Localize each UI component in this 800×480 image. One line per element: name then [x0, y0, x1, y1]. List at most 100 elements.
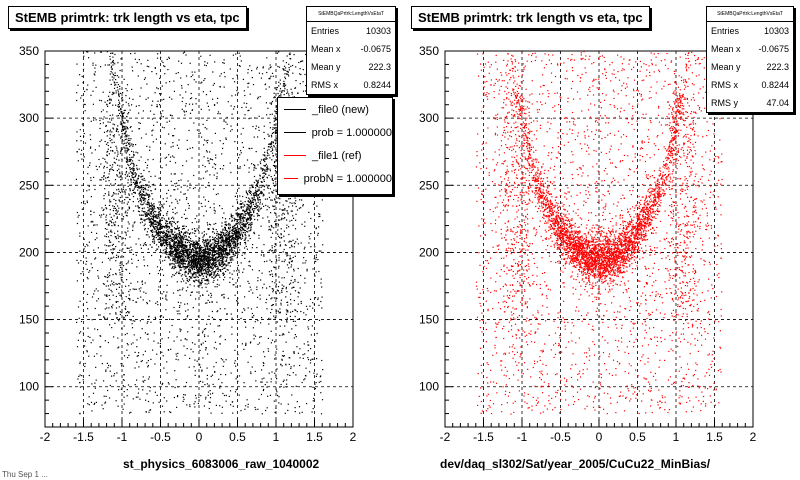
- scatter-point: [117, 62, 119, 64]
- scatter-point: [225, 394, 227, 396]
- scatter-point: [86, 190, 88, 192]
- scatter-point: [130, 246, 132, 248]
- scatter-point: [165, 239, 168, 241]
- scatter-point: [208, 263, 210, 265]
- scatter-point: [286, 89, 288, 91]
- scatter-point: [239, 235, 242, 237]
- scatter-point: [263, 186, 266, 188]
- scatter-point: [87, 84, 89, 86]
- scatter-point: [226, 116, 228, 119]
- scatter-point: [206, 290, 208, 292]
- scatter-point: [165, 164, 167, 166]
- scatter-point: [158, 237, 160, 239]
- scatter-point: [230, 258, 232, 260]
- scatter-point: [249, 198, 251, 200]
- scatter-point: [141, 280, 143, 282]
- scatter-point: [279, 386, 281, 388]
- scatter-point: [203, 234, 205, 236]
- scatter-point: [158, 207, 160, 209]
- scatter-point: [215, 154, 217, 156]
- scatter-point: [126, 389, 128, 391]
- scatter-point: [137, 392, 139, 394]
- scatter-point: [184, 248, 187, 250]
- scatter-point: [109, 98, 111, 100]
- scatter-point: [120, 109, 122, 111]
- scatter-point: [179, 305, 181, 307]
- scatter-point: [197, 266, 199, 268]
- scatter-point: [156, 121, 158, 123]
- scatter-point: [110, 67, 112, 69]
- scatter-point: [255, 202, 257, 204]
- scatter-point: [100, 163, 102, 165]
- scatter-point: [246, 248, 248, 250]
- scatter-point: [260, 181, 262, 183]
- scatter-point: [216, 274, 218, 276]
- scatter-point: [315, 260, 317, 263]
- scatter-point: [162, 110, 164, 112]
- scatter-point: [196, 279, 198, 281]
- scatter-point: [189, 147, 191, 149]
- scatter-point: [189, 98, 192, 100]
- scatter-point: [156, 353, 158, 355]
- scatter-point: [137, 178, 139, 180]
- scatter-point: [255, 187, 257, 189]
- scatter-point: [198, 284, 200, 286]
- scatter-point: [194, 277, 196, 279]
- scatter-point: [266, 287, 268, 289]
- scatter-point: [90, 214, 92, 216]
- scatter-point: [139, 187, 141, 189]
- scatter-point: [238, 271, 240, 273]
- scatter-point: [261, 378, 263, 380]
- scatter-point: [195, 298, 197, 300]
- scatter-point: [206, 323, 208, 325]
- scatter-point: [168, 226, 171, 228]
- scatter-point: [262, 168, 264, 171]
- scatter-point: [299, 73, 301, 75]
- scatter-point: [189, 284, 191, 286]
- scatter-point: [158, 212, 160, 214]
- scatter-point: [213, 251, 216, 253]
- scatter-point: [305, 314, 307, 316]
- scatter-point: [286, 379, 288, 381]
- scatter-point: [235, 233, 237, 235]
- scatter-point: [258, 208, 260, 210]
- scatter-point: [294, 228, 297, 230]
- scatter-point: [231, 238, 233, 240]
- scatter-point: [257, 201, 259, 203]
- scatter-point: [245, 192, 248, 194]
- scatter-point: [203, 242, 205, 244]
- scatter-point: [203, 257, 205, 259]
- scatter-point: [166, 361, 168, 363]
- scatter-point: [251, 206, 253, 208]
- scatter-point: [133, 154, 135, 156]
- scatter-point: [211, 159, 214, 161]
- scatter-point: [147, 234, 149, 236]
- scatter-point: [155, 237, 157, 239]
- scatter-point: [132, 299, 134, 302]
- scatter-point: [210, 243, 212, 245]
- scatter-point: [156, 301, 158, 303]
- scatter-point: [223, 248, 225, 250]
- scatter-point: [143, 169, 145, 171]
- scatter-point: [115, 145, 117, 147]
- scatter-point: [320, 300, 322, 303]
- scatter-point: [244, 211, 246, 213]
- scatter-point: [166, 241, 168, 243]
- scatter-point: [122, 114, 124, 116]
- scatter-point: [228, 262, 230, 264]
- scatter-point: [233, 106, 236, 108]
- scatter-point: [193, 245, 196, 247]
- scatter-point: [196, 250, 198, 253]
- scatter-point: [200, 82, 202, 84]
- scatter-point: [87, 51, 89, 53]
- scatter-point: [174, 231, 176, 233]
- scatter-point: [100, 51, 102, 53]
- scatter-point: [282, 85, 284, 87]
- scatter-point: [213, 247, 216, 250]
- scatter-point: [202, 249, 205, 251]
- scatter-point: [115, 84, 117, 86]
- scatter-point: [232, 229, 234, 231]
- scatter-point: [164, 73, 166, 75]
- scatter-point: [134, 176, 136, 178]
- scatter-point: [132, 156, 134, 158]
